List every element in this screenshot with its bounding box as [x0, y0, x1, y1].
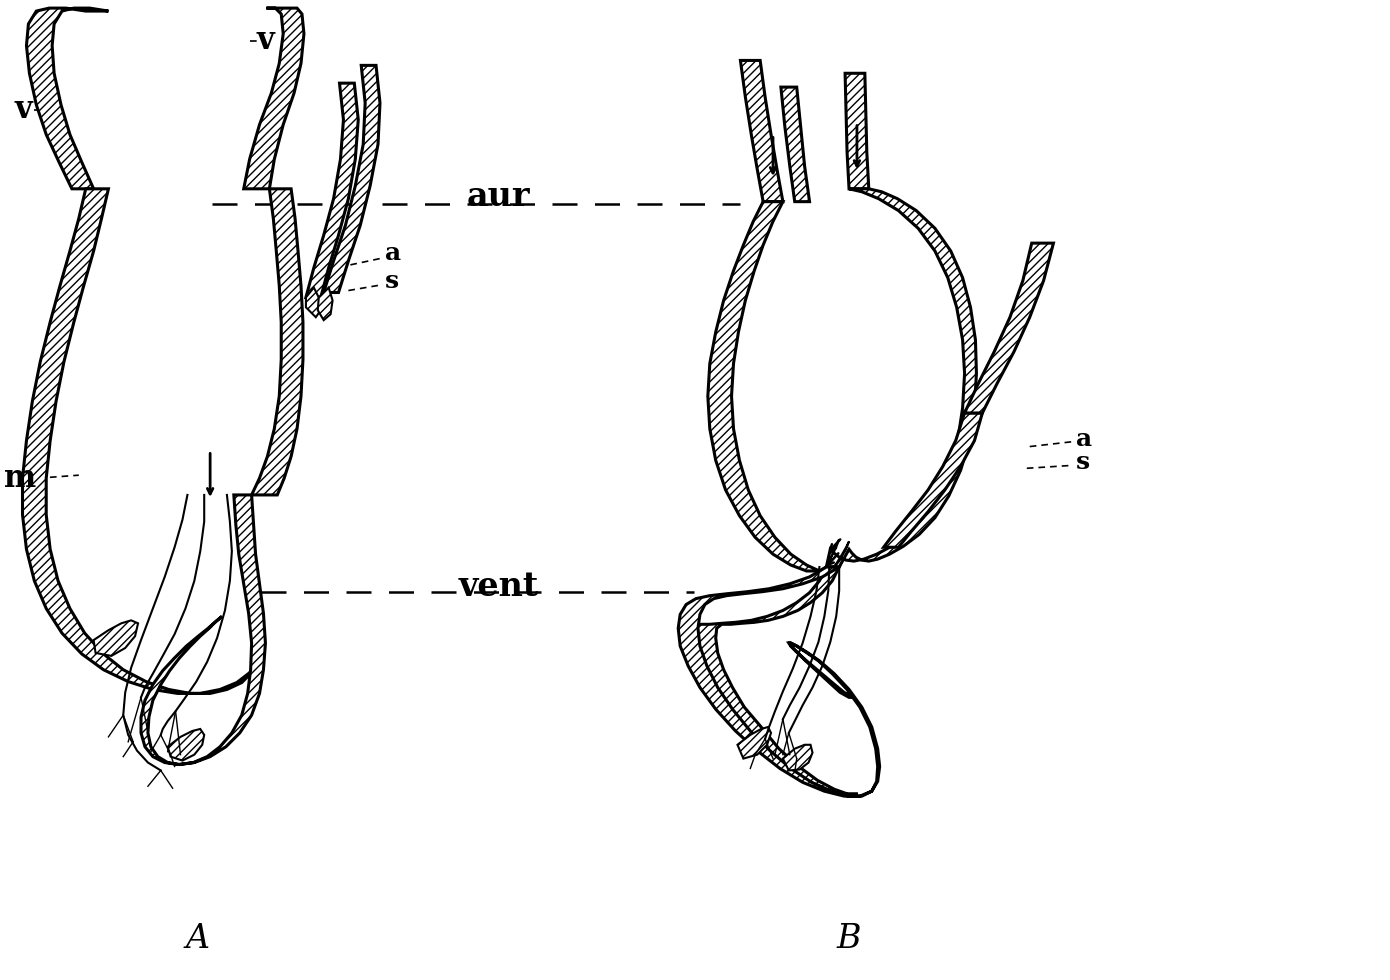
- Polygon shape: [826, 189, 976, 567]
- Polygon shape: [252, 189, 303, 495]
- Polygon shape: [965, 243, 1054, 413]
- Polygon shape: [168, 729, 204, 760]
- Text: B: B: [837, 923, 862, 956]
- Polygon shape: [845, 74, 869, 189]
- Polygon shape: [93, 620, 138, 656]
- Polygon shape: [738, 727, 771, 759]
- Text: s: s: [1076, 451, 1090, 474]
- Polygon shape: [741, 61, 783, 202]
- Text: A: A: [185, 923, 210, 956]
- Polygon shape: [834, 541, 849, 567]
- Text: vent: vent: [459, 570, 538, 604]
- Polygon shape: [783, 745, 813, 770]
- Polygon shape: [140, 495, 265, 764]
- Polygon shape: [678, 567, 880, 796]
- Text: aur: aur: [467, 180, 530, 214]
- Polygon shape: [781, 87, 809, 202]
- Text: v: v: [15, 94, 32, 125]
- Polygon shape: [708, 202, 834, 571]
- Polygon shape: [694, 567, 858, 794]
- Text: m: m: [4, 463, 36, 494]
- Polygon shape: [884, 413, 983, 547]
- Polygon shape: [306, 287, 321, 318]
- Polygon shape: [826, 539, 840, 567]
- Polygon shape: [26, 8, 108, 189]
- Text: a: a: [1076, 426, 1093, 451]
- Polygon shape: [306, 83, 359, 298]
- Polygon shape: [22, 189, 261, 694]
- Polygon shape: [324, 66, 379, 292]
- Text: a: a: [385, 241, 402, 265]
- Text: s: s: [385, 269, 399, 293]
- Text: v: v: [257, 25, 274, 56]
- Polygon shape: [243, 8, 304, 189]
- Polygon shape: [318, 287, 332, 320]
